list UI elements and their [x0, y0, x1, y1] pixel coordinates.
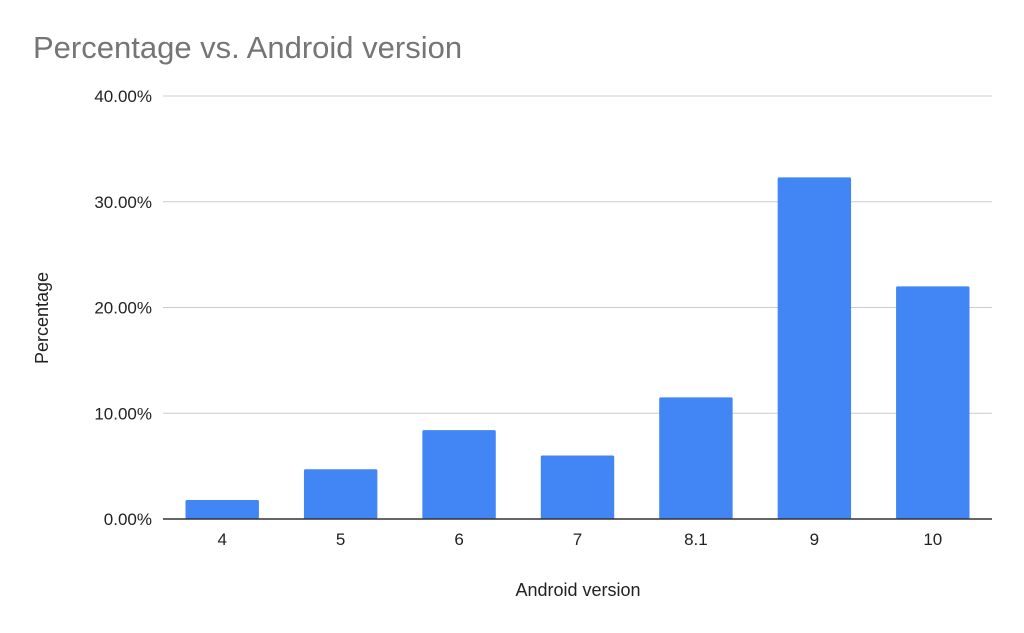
- x-tick-label: 4: [217, 530, 226, 549]
- x-tick-label: 8.1: [684, 530, 708, 549]
- y-tick-label: 10.00%: [94, 404, 152, 423]
- bar-6[interactable]: [422, 430, 496, 519]
- x-tick-label: 10: [923, 530, 942, 549]
- bar-4[interactable]: [185, 499, 259, 519]
- x-tick-label: 5: [336, 530, 345, 549]
- bar-10[interactable]: [896, 286, 970, 519]
- y-axis-ticks: 0.00% 10.00% 20.00% 30.00% 40.00%: [94, 87, 152, 529]
- gridlines: [163, 95, 992, 414]
- x-axis-label: Android version: [515, 580, 640, 600]
- bars: [185, 177, 970, 520]
- x-tick-label: 6: [454, 530, 463, 549]
- bar-7[interactable]: [540, 455, 615, 519]
- x-axis-ticks: 4 5 6 7 8.1 9 10: [217, 530, 942, 549]
- y-tick-label: 40.00%: [94, 87, 152, 106]
- x-tick-label: 9: [810, 530, 819, 549]
- bar-8-1[interactable]: [659, 397, 733, 519]
- chart-title: Percentage vs. Android version: [33, 30, 462, 65]
- bar-5[interactable]: [303, 469, 378, 519]
- y-tick-label: 20.00%: [94, 299, 152, 318]
- x-tick-label: 7: [573, 530, 582, 549]
- bar-9[interactable]: [777, 177, 852, 520]
- y-axis-label: Percentage: [32, 272, 52, 364]
- y-tick-label: 0.00%: [104, 510, 152, 529]
- y-tick-label: 30.00%: [94, 193, 152, 212]
